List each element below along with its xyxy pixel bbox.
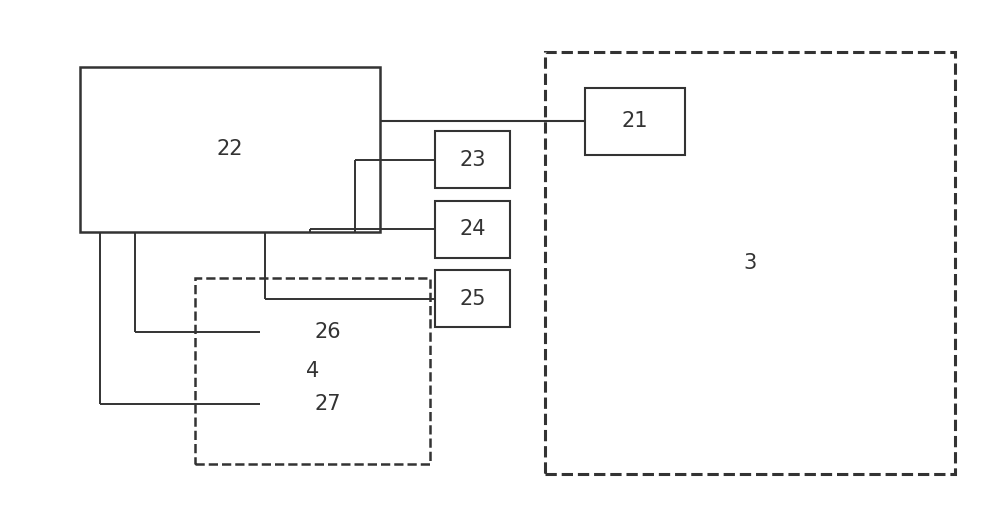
Bar	[260, 379, 395, 430]
Text: 3: 3	[743, 253, 757, 272]
Bar	[435, 131, 510, 188]
Bar	[435, 270, 510, 327]
Bar	[435, 201, 510, 258]
Text: 27: 27	[314, 394, 341, 414]
Bar	[545, 52, 955, 474]
Text: 23: 23	[459, 150, 486, 169]
Text: 4: 4	[306, 361, 319, 381]
Bar	[260, 306, 395, 358]
Text: 24: 24	[459, 219, 486, 239]
Bar	[195, 278, 430, 464]
Text: 25: 25	[459, 289, 486, 308]
Text: 21: 21	[622, 111, 648, 131]
Text: 22: 22	[217, 140, 243, 159]
Bar	[80, 67, 380, 232]
Bar	[585, 88, 685, 154]
Text: 26: 26	[314, 322, 341, 342]
